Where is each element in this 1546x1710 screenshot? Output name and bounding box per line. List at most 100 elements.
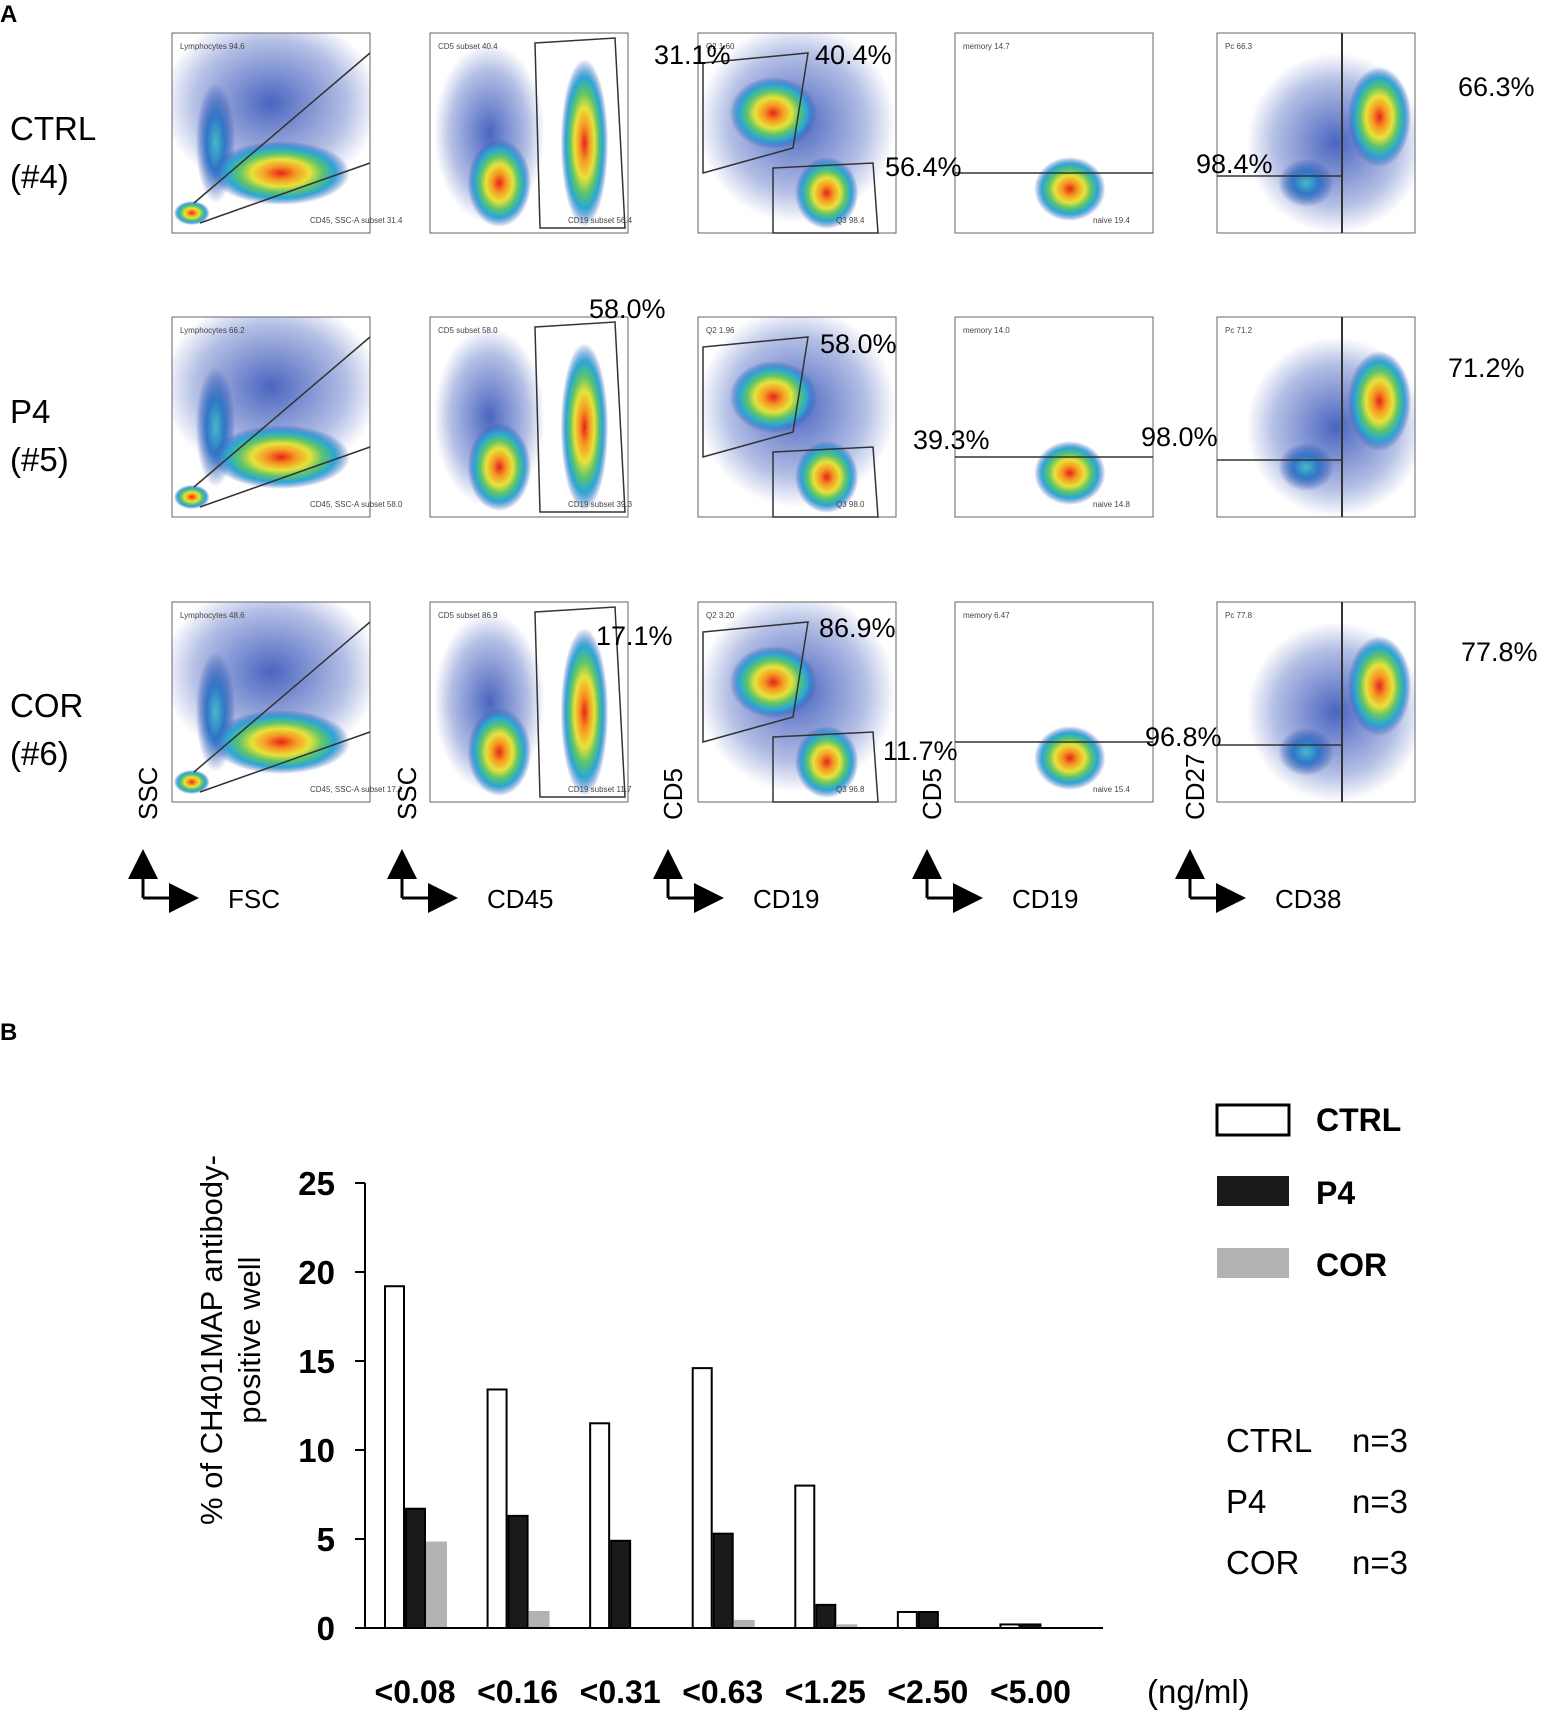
flow-plot-r2-c5: Pc 71.2 <box>1216 316 1416 518</box>
density-blob <box>560 343 609 511</box>
x-unit-label: (ng/ml) <box>1147 1673 1250 1710</box>
gate-polygon <box>534 606 626 798</box>
gate-annotation: Q3 96.8 <box>836 785 865 794</box>
bar-p4-4 <box>712 1532 734 1630</box>
flow-plot-r1-c1: Lymphocytes 94.6 CD45, SSC-A subset 31.4 <box>171 32 403 234</box>
gate-annotation: memory 14.0 <box>963 326 1010 335</box>
density-blob <box>467 708 531 796</box>
gate-annotation: naive 19.4 <box>1093 216 1130 225</box>
legend-swatch-p4 <box>1217 1176 1289 1206</box>
pct-cor-cd5: 86.9% <box>819 613 896 643</box>
density-blob <box>467 423 531 511</box>
x-category-label: <0.63 <box>682 1674 763 1710</box>
gate-annotation: Q2 3.20 <box>706 611 735 620</box>
bar-cor-4 <box>733 1619 755 1630</box>
flow-plot-r1-c2: CD5 subset 40.4 CD19 subset 56.4 <box>429 32 633 234</box>
density-blob <box>173 201 210 225</box>
flow-plot-r3-c3: Q2 3.20 Q3 96.8 <box>697 601 897 803</box>
gate-annotation: Lymphocytes 66.2 <box>180 326 245 335</box>
legend: CTRL P4 COR <box>1215 1102 1401 1283</box>
gate-annotation: naive 15.4 <box>1093 785 1130 794</box>
flow-plot-r1-c3: Q2 1.60 Q3 98.4 <box>697 32 897 234</box>
gate-annotation: Q2 1.96 <box>706 326 735 335</box>
n-group-cor: COR <box>1226 1544 1299 1581</box>
row-label-cor: COR <box>10 687 83 724</box>
density-blob <box>211 710 351 774</box>
axis-y-name: CD5 <box>658 768 688 820</box>
gate-annotation: CD19 subset 39.3 <box>568 500 633 509</box>
y-axis-label-line2: positive well <box>232 1256 267 1423</box>
density-blob <box>729 361 817 433</box>
pct-p4-q3: 98.0% <box>1141 422 1218 452</box>
pct-p4-pc: 71.2% <box>1448 353 1525 383</box>
density-blob <box>1034 441 1106 505</box>
gate-annotation: CD5 subset 58.0 <box>438 326 498 335</box>
density-blob <box>795 726 859 798</box>
bar-cor-2 <box>528 1610 550 1629</box>
flow-plot-r3-c2: CD5 subset 86.9 CD19 subset 11.7 <box>429 601 632 803</box>
row-label-ctrl-id: (#4) <box>10 158 69 195</box>
gate-annotation: Q3 98.0 <box>836 500 865 509</box>
density-blob <box>729 646 817 718</box>
percent-labels: 31.1% 40.4% 56.4% 98.4% 66.3% 58.0% 58.0… <box>589 40 1538 766</box>
gate-polygon <box>534 37 626 229</box>
bar-chart: 0 5 10 15 20 25 <0.08 <0.16 <0.31 <0.63 <1.25 <2.5… <box>194 1155 1250 1710</box>
n-value-p4: n=3 <box>1352 1483 1408 1520</box>
density-blob <box>467 139 531 227</box>
density-blob <box>173 485 210 509</box>
pct-ctrl-q3: 98.4% <box>1196 149 1273 179</box>
pct-ctrl-cd19: 56.4% <box>885 152 962 182</box>
density-blob <box>560 59 609 227</box>
row-label-p4-id: (#5) <box>10 441 69 478</box>
gate-line <box>199 446 371 508</box>
bar-p4-5 <box>815 1603 837 1629</box>
bar-ctrl-2 <box>486 1388 508 1629</box>
gate-annotation: naive 14.8 <box>1093 500 1130 509</box>
axis-y-name: SSC <box>133 767 163 820</box>
y-tick-label: 0 <box>317 1610 335 1647</box>
gate-annotation: Pc 66.3 <box>1225 42 1253 51</box>
x-category-label: <0.08 <box>375 1674 456 1710</box>
gate-annotation: Q3 98.4 <box>836 216 865 225</box>
density-blob <box>1034 157 1106 221</box>
y-tick-label: 25 <box>298 1165 335 1202</box>
density-blob <box>1278 728 1334 776</box>
pct-cor-cd45: 17.1% <box>596 621 673 651</box>
legend-label-ctrl: CTRL <box>1316 1102 1401 1138</box>
density-blob <box>1278 443 1334 491</box>
n-value-ctrl: n=3 <box>1352 1422 1408 1459</box>
gate-annotation: CD45, SSC-A subset 17.1 <box>310 785 403 794</box>
bar-ctrl-6 <box>896 1610 918 1629</box>
density-blob <box>795 441 859 513</box>
gate-cd19 <box>772 731 879 803</box>
density-blob <box>729 77 817 149</box>
density-blob <box>211 141 351 205</box>
gate-annotation: Q2 1.60 <box>706 42 735 51</box>
y-tick-label: 15 <box>298 1343 335 1380</box>
gate-annotation: memory 14.7 <box>963 42 1010 51</box>
gate-line <box>193 52 371 204</box>
flow-plot-r1-c5: Pc 66.3 <box>1216 32 1416 234</box>
gate-cd5 <box>702 621 809 743</box>
pct-ctrl-cd45: 31.1% <box>654 40 731 70</box>
density-blob <box>1278 159 1334 207</box>
axis-y-name: CD5 <box>917 768 947 820</box>
gate-annotation: Pc 77.8 <box>1225 611 1253 620</box>
gate-annotation: memory 6.47 <box>963 611 1010 620</box>
flow-plot-r2-c2: CD5 subset 58.0 CD19 subset 39.3 <box>429 316 633 518</box>
axis-y-name: SSC <box>392 767 422 820</box>
density-blob <box>1347 636 1412 736</box>
row-label-ctrl: CTRL <box>10 110 96 147</box>
gate-cd5 <box>702 52 809 174</box>
flow-plot-r3-c4: memory 6.47 naive 15.4 <box>954 601 1154 803</box>
flow-plots: Lymphocytes 94.6 CD45, SSC-A subset 31.4 C… <box>171 32 1416 803</box>
y-tick-label: 20 <box>298 1254 335 1291</box>
panel-b-letter: B <box>0 1019 17 1046</box>
y-axis-label-line1: % of CH401MAP antibody- <box>194 1155 229 1525</box>
flow-plot-r2-c3: Q2 1.96 Q3 98.0 <box>697 316 897 518</box>
x-category-label: <0.16 <box>477 1674 558 1710</box>
n-group-ctrl: CTRL <box>1226 1422 1312 1459</box>
gate-annotation: CD5 subset 40.4 <box>438 42 498 51</box>
gate-annotation: Pc 71.2 <box>1225 326 1253 335</box>
